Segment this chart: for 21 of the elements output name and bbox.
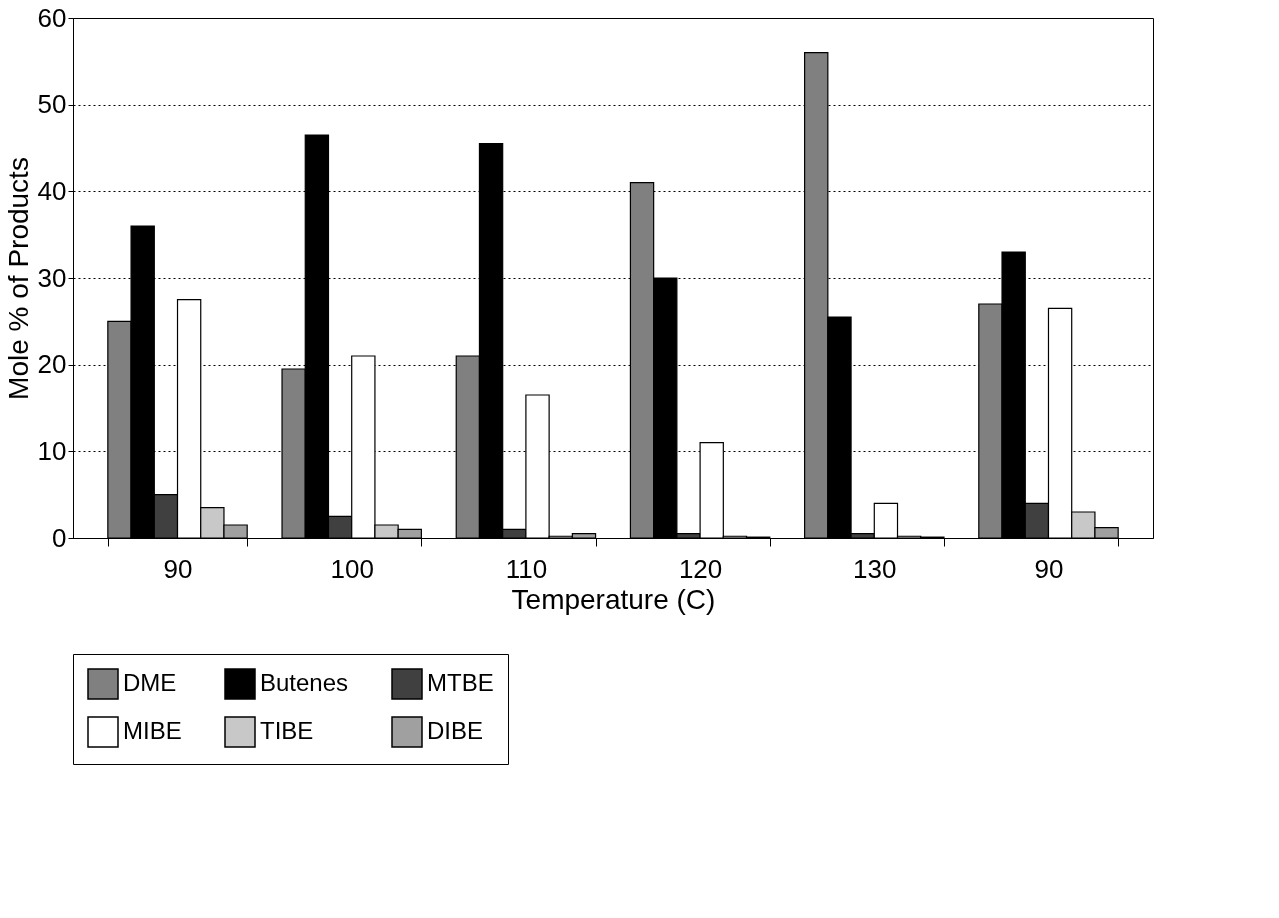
y-tick-label: 20 <box>37 349 67 380</box>
legend-label: Butenes <box>260 669 349 696</box>
y-tick-label: 0 <box>52 522 67 553</box>
x-tick-label: 120 <box>678 553 723 584</box>
x-tick-label: 100 <box>330 553 374 584</box>
y-axis-title: Mole % of Products <box>2 157 34 400</box>
x-axis-title: Temperature (C) <box>511 583 716 615</box>
x-tick-label: 130 <box>853 553 897 584</box>
legend-label: MTBE <box>427 669 494 696</box>
legend-label: MIBE <box>123 717 182 744</box>
x-tick-label: 90 <box>1034 553 1064 584</box>
y-tick-label: 30 <box>37 262 67 293</box>
y-tick-label: 50 <box>37 89 67 120</box>
legend-label: DME <box>123 669 177 696</box>
legend-label: DIBE <box>427 717 484 744</box>
y-tick-label: 60 <box>37 2 67 33</box>
legend-label: TIBE <box>260 717 314 744</box>
y-tick-label: 40 <box>37 175 67 206</box>
x-tick-label: 110 <box>505 553 548 584</box>
x-tick-label: 90 <box>163 553 193 584</box>
y-tick-label: 10 <box>37 435 67 466</box>
